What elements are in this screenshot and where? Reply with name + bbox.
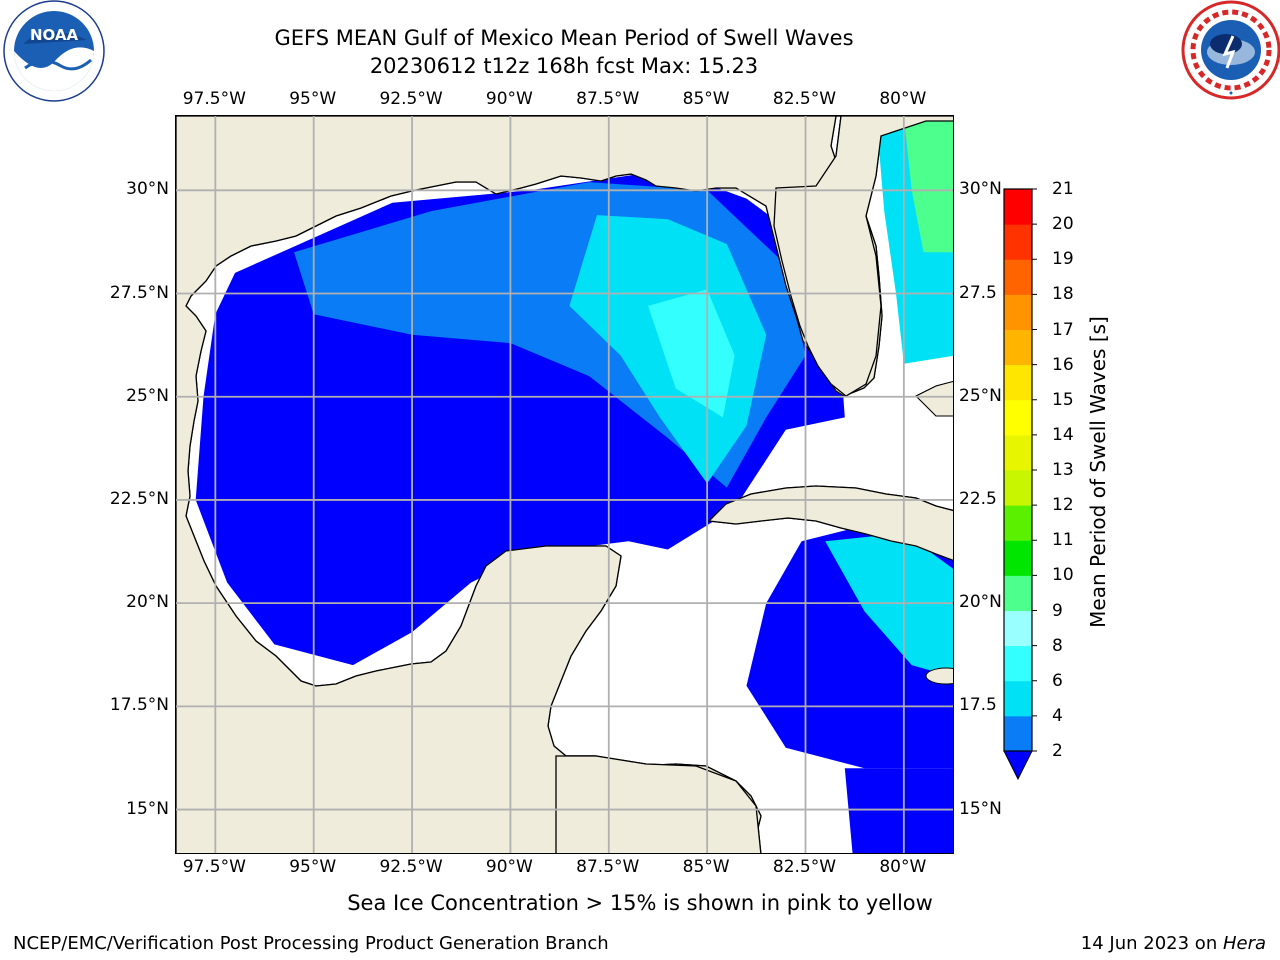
colorbar-swatch [1004, 434, 1032, 471]
colorbar-tick-label: 10 [1052, 565, 1074, 586]
colorbar-swatches [1003, 188, 1037, 781]
credit-date-text: 14 Jun 2023 on [1080, 933, 1223, 954]
land-cuba-overlay [707, 485, 953, 561]
colorbar-tick-label: 21 [1052, 179, 1074, 199]
colorbar-swatch [1004, 399, 1032, 436]
noaa-logo-icon: NOAA [3, 0, 105, 106]
credit-host: Hera [1222, 933, 1266, 954]
latitude-tick-label: 30°N [959, 179, 1002, 200]
colorbar-swatch [1004, 189, 1032, 225]
colorbar-swatch [1004, 294, 1032, 330]
credit-branch: NCEP/EMC/Verification Post Processing Pr… [13, 933, 609, 954]
colorbar-tick-label: 16 [1052, 354, 1074, 375]
longitude-tick-label: 95°W [289, 857, 337, 877]
longitude-tick-label: 85°W [682, 89, 730, 109]
colorbar-tick-label: 2 [1052, 741, 1063, 761]
colorbar-tick-label: 6 [1052, 670, 1063, 691]
colorbar-swatch [1004, 329, 1032, 366]
swell-period-region [844, 768, 953, 853]
map-title: GEFS MEAN Gulf of Mexico Mean Period of … [274, 26, 854, 50]
colorbar-tick-label: 19 [1052, 249, 1074, 270]
longitude-tick-label: 87.5°W [576, 89, 640, 109]
credit-date: 14 Jun 2023 on Hera [1081, 933, 1266, 954]
latitude-tick-label: 22.5°N [109, 488, 169, 509]
colorbar-tick-label: 11 [1052, 530, 1074, 551]
latitude-tick-label: 30°N [126, 179, 169, 200]
latitude-tick-label: 20°N [126, 592, 169, 613]
colorbar-tick-label: 4 [1052, 705, 1063, 726]
latitude-tick-label: 25°N [959, 385, 1002, 406]
colorbar-tick-label: 15 [1052, 389, 1074, 410]
colorbar-tick-label: 17 [1052, 319, 1074, 340]
swell-period-region [648, 289, 735, 418]
swell-data-layer [176, 116, 953, 853]
longitude-tick-label: 95°W [289, 89, 337, 109]
colorbar-swatch [1004, 540, 1032, 576]
noaa-logo-text: NOAA [30, 26, 79, 44]
longitude-tick-label: 80°W [879, 89, 927, 109]
colorbar-swatch [1004, 610, 1032, 647]
colorbar [1003, 188, 1037, 792]
colorbar-swatch [1004, 575, 1032, 611]
longitude-tick-label: 97.5°W [182, 89, 246, 109]
longitude-tick-label: 90°W [485, 89, 533, 109]
colorbar-swatch [1004, 680, 1032, 717]
latitude-tick-label: 27.5°N [109, 282, 169, 303]
longitude-tick-label: 82.5°W [772, 857, 837, 877]
colorbar-swatch [1004, 364, 1032, 401]
map-panel [175, 115, 954, 854]
land-jamaica-overlay [925, 667, 953, 685]
colorbar-tick-label: 20 [1052, 214, 1074, 235]
colorbar-tick-label: 18 [1052, 284, 1074, 305]
longitude-tick-label: 80°W [879, 857, 927, 877]
colorbar-tick-label: 14 [1052, 424, 1074, 445]
swell-period-region [825, 533, 953, 677]
latitude-tick-label: 15°N [126, 798, 169, 819]
longitude-tick-label: 92.5°W [379, 89, 443, 109]
colorbar-label: Mean Period of Swell Waves [s] [1086, 316, 1110, 628]
colorbar-tick-label: 13 [1052, 460, 1074, 480]
longitude-tick-label: 82.5°W [772, 89, 837, 109]
sea-ice-footnote: Sea Ice Concentration > 15% is shown in … [347, 891, 933, 915]
colorbar-swatch [1004, 470, 1032, 506]
map-subtitle: 20230612 t12z 168h fcst Max: 15.23 [369, 54, 759, 78]
colorbar-swatch [1004, 259, 1032, 295]
colorbar-swatch [1004, 505, 1032, 541]
latitude-tick-label: 22.5 [959, 488, 997, 509]
longitude-tick-label: 92.5°W [379, 857, 443, 877]
colorbar-swatch [1004, 224, 1032, 260]
latitude-tick-label: 15°N [959, 798, 1002, 819]
land-central-america-overlay [555, 755, 762, 853]
colorbar-swatch [1004, 715, 1032, 752]
longitude-tick-label: 87.5°W [576, 857, 640, 877]
colorbar-swatch [1004, 645, 1032, 682]
colorbar-tick-label: 8 [1052, 635, 1063, 656]
swell-period-region [903, 116, 953, 253]
nws-logo-icon [1181, 0, 1280, 104]
longitude-tick-label: 90°W [485, 857, 533, 877]
land-bahamas-overlay [915, 381, 953, 417]
latitude-tick-label: 25°N [126, 385, 169, 406]
latitude-tick-label: 17.5°N [109, 695, 169, 716]
latitude-tick-label: 27.5 [959, 282, 997, 303]
colorbar-tick-label: 9 [1052, 600, 1063, 621]
longitude-tick-label: 85°W [682, 857, 730, 877]
longitude-tick-label: 97.5°W [182, 857, 246, 877]
latitude-tick-label: 20°N [959, 592, 1002, 613]
colorbar-tick-label: 12 [1052, 495, 1074, 516]
colorbar-extend-triangle [1003, 750, 1033, 781]
land-florida-overlay [773, 116, 953, 397]
latitude-tick-label: 17.5 [959, 695, 997, 716]
